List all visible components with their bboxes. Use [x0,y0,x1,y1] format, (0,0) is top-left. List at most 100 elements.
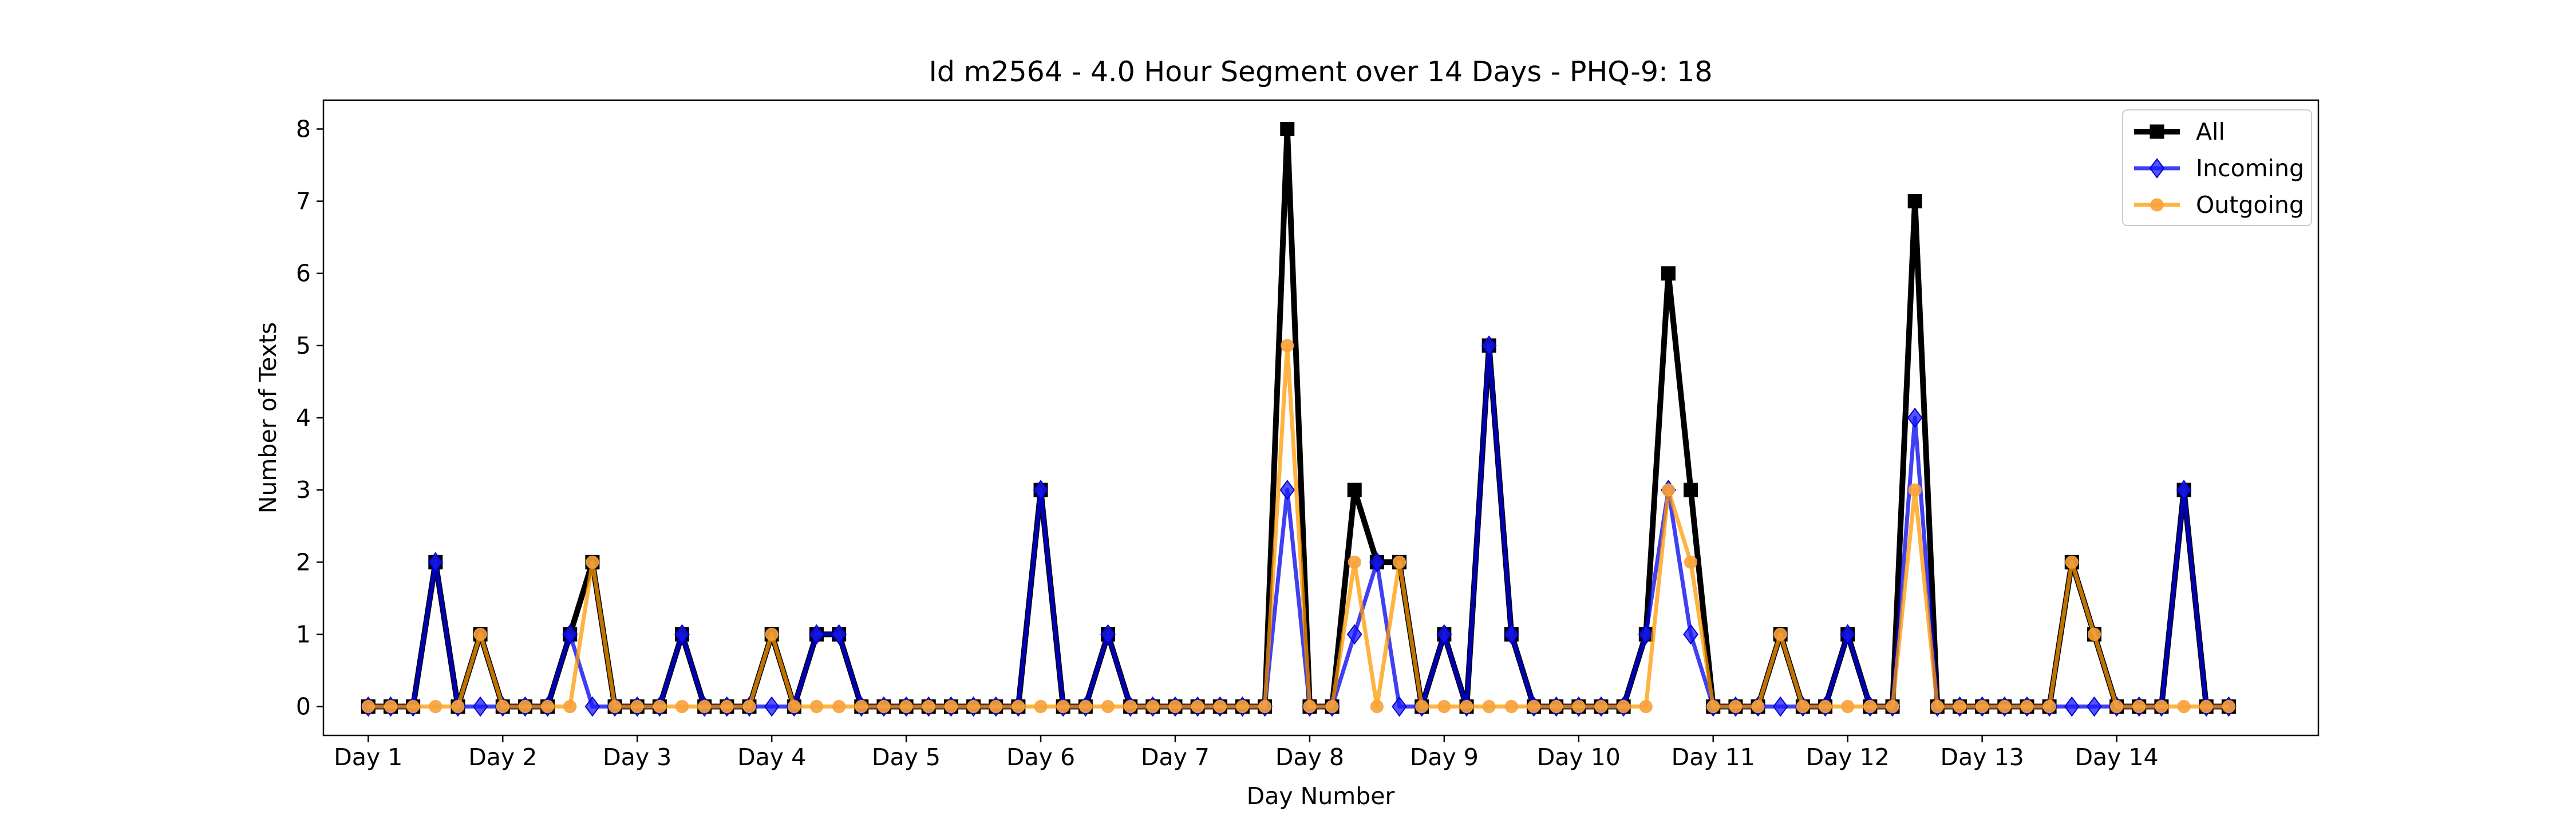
data-point-outgoing [1437,700,1451,714]
data-point-outgoing [765,627,779,641]
data-point-outgoing [1235,700,1249,714]
data-point-outgoing [1258,700,1272,714]
data-point-outgoing [2110,700,2124,714]
data-point-outgoing [1504,700,1518,714]
data-point-outgoing [563,700,577,714]
data-point-outgoing [1012,700,1025,714]
x-tick-label: Day 7 [1141,743,1210,771]
x-tick-label: Day 9 [1410,743,1479,771]
data-point-outgoing [832,700,846,714]
x-axis-label: Day Number [1247,782,1395,810]
legend-item-incoming: Incoming [2134,155,2304,182]
data-point-outgoing [1393,555,1406,569]
data-point-outgoing [1078,700,1092,714]
data-point-incoming [831,624,847,645]
data-point-outgoing [1976,700,1989,714]
y-tick-label: 0 [296,693,311,721]
data-point-outgoing [1146,700,1160,714]
data-point-outgoing [653,700,666,714]
data-point-outgoing [1550,700,1563,714]
data-point-outgoing [1348,555,1361,569]
data-point-outgoing [967,700,981,714]
data-point-outgoing [630,700,644,714]
data-point-all [1907,194,1922,209]
x-tick-label: Day 2 [468,743,537,771]
data-point-outgoing [1819,700,1832,714]
data-point-all [1661,266,1676,281]
data-point-outgoing [1773,627,1787,641]
data-point-outgoing [1124,700,1137,714]
series-all [361,121,2236,714]
y-tick-label: 2 [296,548,311,576]
data-point-incoming [1503,624,1519,645]
y-tick-label: 3 [296,476,311,504]
y-tick-label: 4 [296,404,311,432]
data-point-outgoing [1863,700,1877,714]
x-tick-label: Day 12 [1806,743,1890,771]
y-tick-label: 7 [296,188,311,215]
data-point-outgoing [698,700,712,714]
x-tick-label: Day 4 [737,743,806,771]
data-point-outgoing [989,700,1003,714]
data-point-outgoing [1908,483,1922,497]
data-point-outgoing [675,700,689,714]
series-outgoing [361,339,2235,714]
data-point-outgoing [451,700,465,714]
data-point-outgoing [742,700,756,714]
legend-label: Outgoing [2196,191,2304,219]
data-point-incoming [764,696,780,717]
data-point-incoming [1683,624,1698,645]
data-point-outgoing [586,555,599,569]
data-point-incoming [1840,624,1856,645]
y-axis: 0 1 2 3 4 5 6 7 8 [296,115,323,721]
data-point-outgoing [361,700,375,714]
data-point-incoming [1907,407,1923,428]
data-point-outgoing [1482,700,1496,714]
data-point-incoming [674,624,690,645]
data-point-outgoing [2155,700,2168,714]
data-point-outgoing [2042,700,2056,714]
data-point-outgoing [429,700,442,714]
data-point-outgoing [2199,700,2213,714]
data-point-outgoing [1370,700,1384,714]
data-point-incoming [428,552,444,573]
data-point-outgoing [473,627,487,641]
y-axis-label: Number of Texts [254,322,282,514]
data-point-incoming [2176,480,2192,500]
data-point-all [1280,121,1295,136]
data-point-outgoing [608,700,622,714]
data-point-incoming [1369,552,1385,573]
data-point-outgoing [1617,700,1630,714]
data-point-outgoing [1213,700,1227,714]
data-point-outgoing [406,700,420,714]
data-point-outgoing [1841,700,1855,714]
y-tick-label: 1 [296,620,311,648]
legend-label: All [2196,118,2225,145]
data-point-incoming [1392,696,1407,717]
legend-marker [2149,158,2165,179]
data-point-outgoing [899,700,913,714]
data-point-outgoing [877,700,891,714]
data-point-all [1684,482,1698,497]
data-point-outgoing [2020,700,2034,714]
data-point-outgoing [809,700,823,714]
data-point-outgoing [1684,555,1698,569]
data-point-outgoing [2087,627,2101,641]
data-point-outgoing [1325,700,1339,714]
y-tick-label: 8 [296,115,311,143]
data-point-outgoing [944,700,958,714]
data-point-outgoing [2177,700,2191,714]
legend-marker [2150,198,2164,212]
x-tick-label: Day 5 [872,743,941,771]
data-point-incoming [1100,624,1116,645]
data-point-outgoing [1796,700,1809,714]
data-point-outgoing [2065,555,2079,569]
data-point-outgoing [1998,700,2012,714]
data-point-incoming [1033,480,1049,500]
y-tick-label: 5 [296,332,311,359]
data-point-outgoing [2132,700,2146,714]
data-point-outgoing [1168,700,1182,714]
data-point-outgoing [1594,700,1608,714]
data-point-outgoing [855,700,868,714]
